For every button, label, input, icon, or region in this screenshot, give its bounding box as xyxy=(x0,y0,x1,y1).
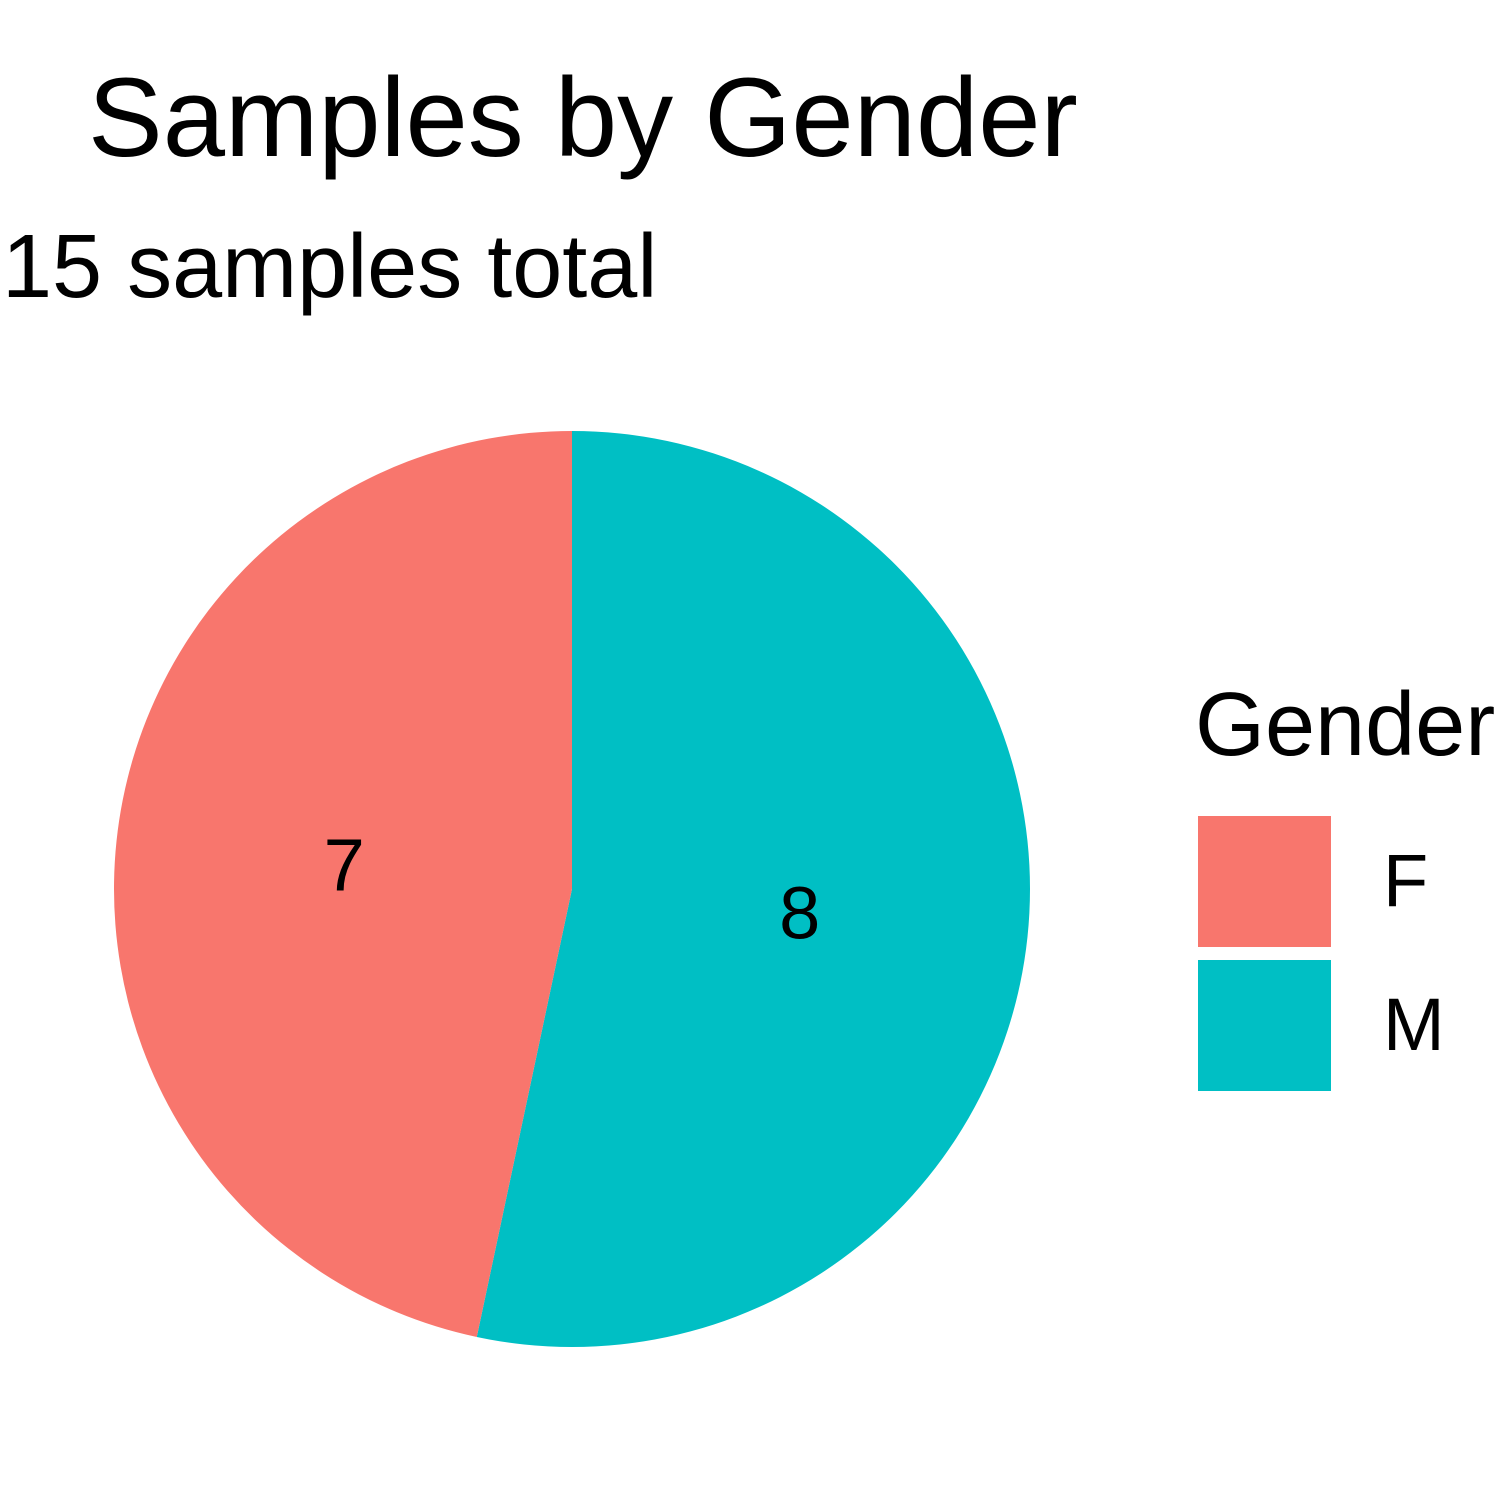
legend-key-m xyxy=(1198,960,1331,1091)
legend-item-f: F xyxy=(1198,816,1498,951)
slice-label-m: 8 xyxy=(779,871,820,954)
legend-key-f xyxy=(1198,816,1331,947)
slice-label-f: 7 xyxy=(324,824,365,907)
legend-title: Gender xyxy=(1195,680,1495,770)
legend-label-m: M xyxy=(1383,988,1445,1062)
legend-item-m: M xyxy=(1198,960,1498,1095)
legend-label-f: F xyxy=(1383,844,1428,918)
